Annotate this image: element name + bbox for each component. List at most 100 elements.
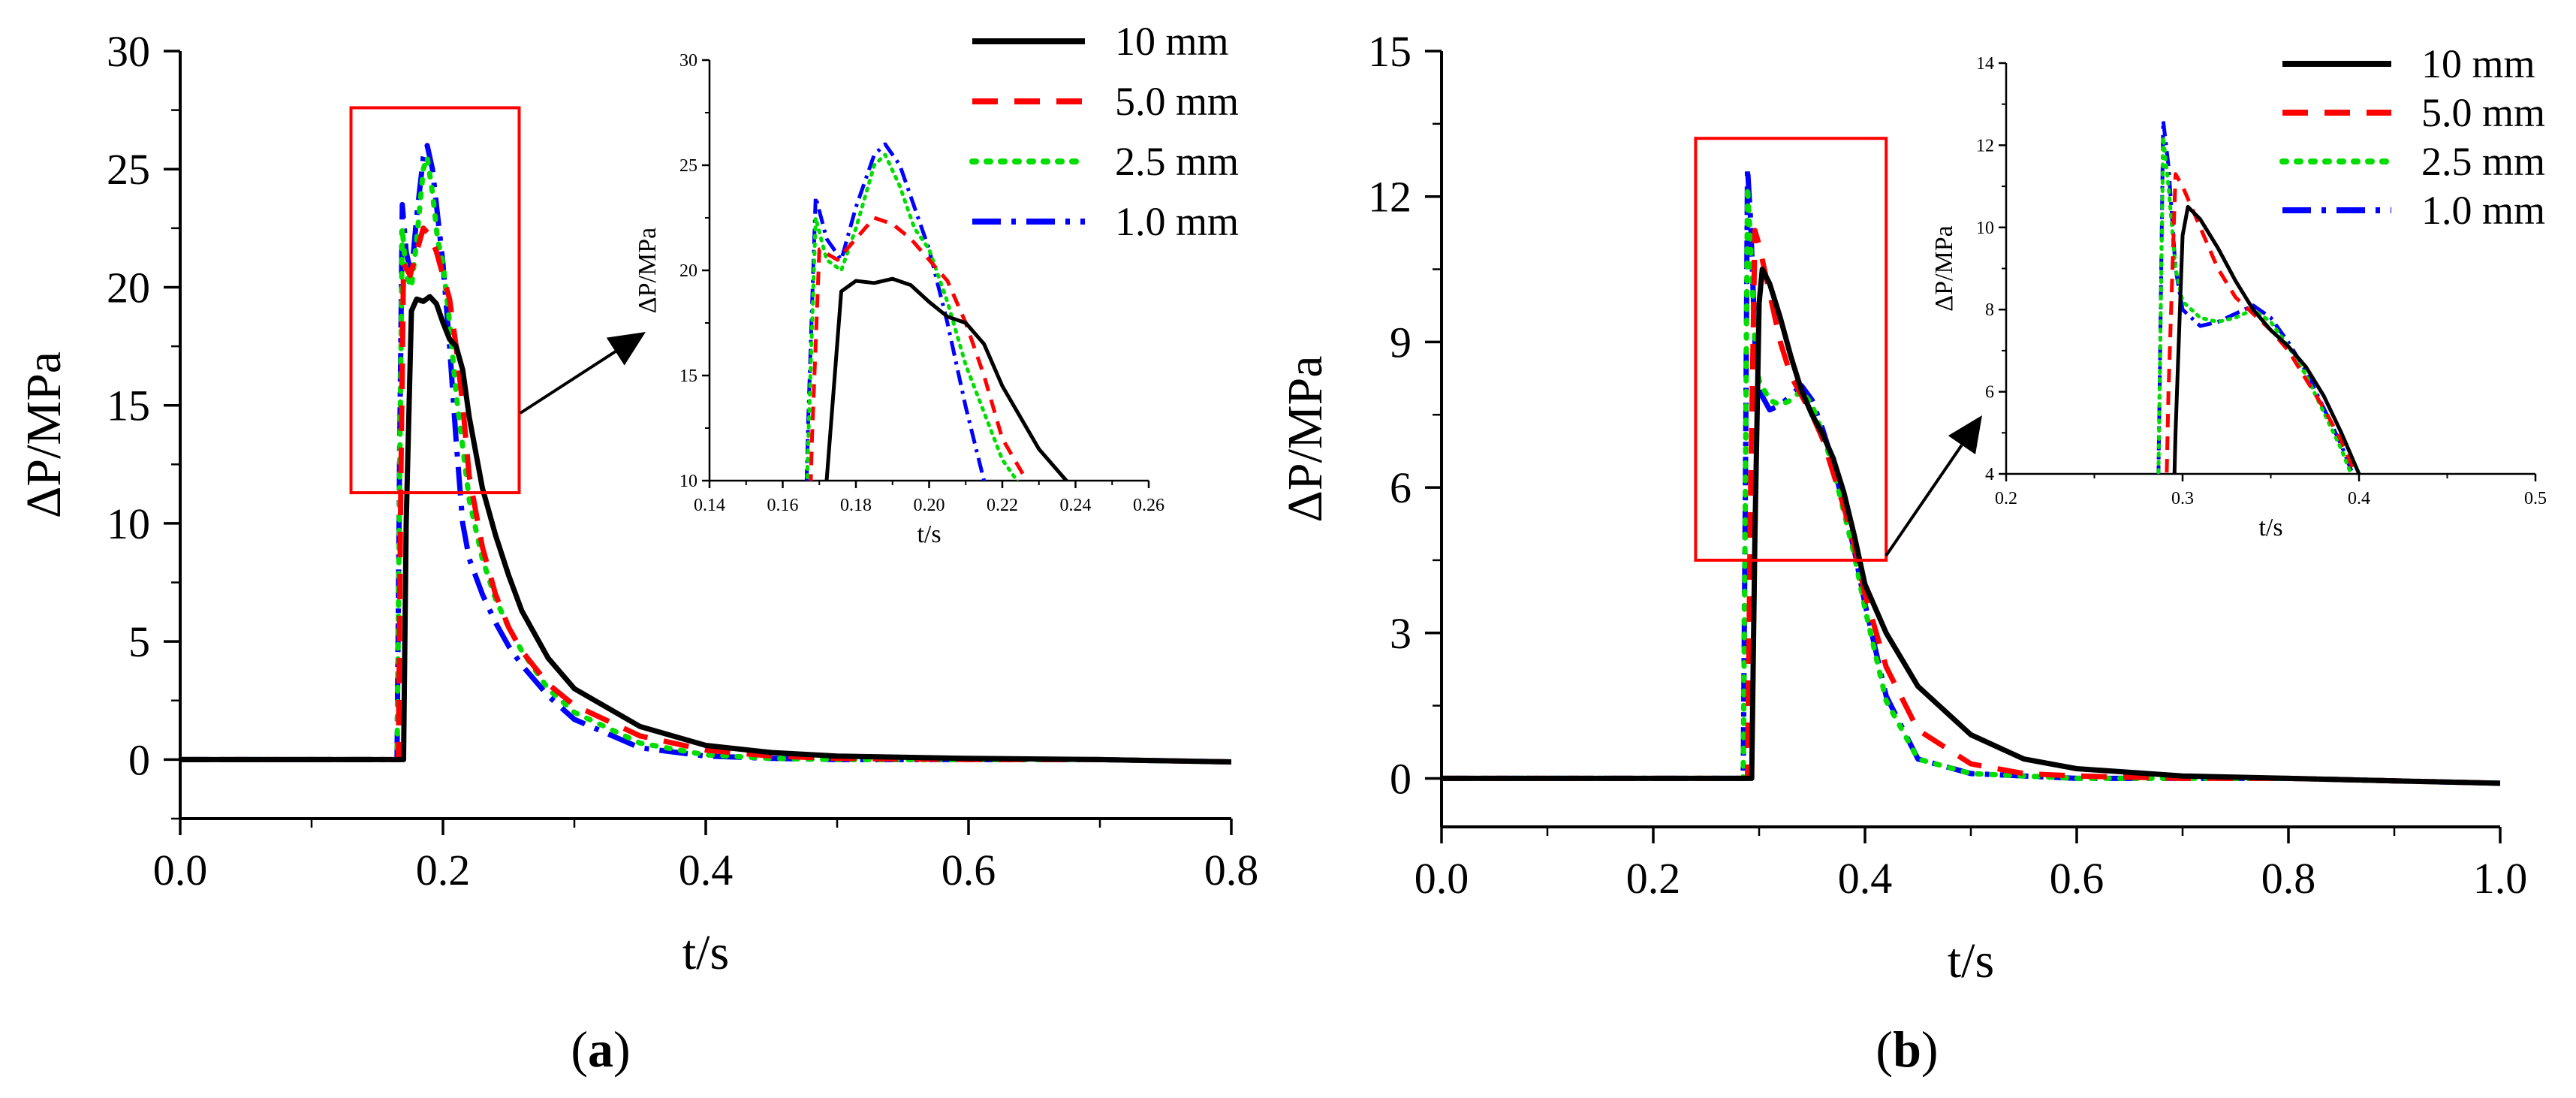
series-line-25mm: [180, 155, 1231, 765]
inset-series-line-50mm: [2165, 172, 2358, 474]
y-tick-label: 12: [1368, 173, 1412, 222]
y-tick-label: 15: [107, 382, 150, 430]
inset-series-line-10mm: [2156, 119, 2355, 474]
series-line-50mm: [1442, 228, 2500, 786]
y-tick-label: 3: [1390, 609, 1412, 658]
plot-area: [1442, 164, 2500, 786]
inset-y-tick-label: 4: [1985, 465, 1994, 484]
inset-series-line-10mm: [824, 276, 1069, 481]
inset-y-tick-label: 20: [679, 261, 697, 281]
inset-x-tick-label: 0.3: [2171, 489, 2194, 508]
series-line-10mm: [1442, 267, 2500, 786]
inset-y-tick-label: 10: [679, 472, 697, 491]
inset-y-tick-label: 10: [1976, 219, 1994, 238]
inset-chart: 0.2 0.3 0.4 0.5 4 6 8 10 12 14 t/s ΔP/MPa: [1930, 54, 2547, 541]
inset-y-tick-label: 12: [1976, 136, 1994, 155]
inset-y-axis-label: ΔP/MPa: [634, 228, 661, 313]
inset-plot-area: [2156, 119, 2362, 474]
panel-label-paren: ): [1921, 1021, 1939, 1078]
y-tick-label: 30: [107, 27, 150, 76]
legend-label: 2.5 mm: [1115, 139, 1239, 184]
series-line-25mm: [1442, 184, 2500, 786]
x-tick-label: 0.2: [416, 846, 471, 894]
legend: 10 mm5.0 mm2.5 mm1.0 mm: [2279, 41, 2545, 233]
legend-label: 5.0 mm: [2421, 90, 2545, 135]
y-axis-label: ΔP/MPa: [17, 351, 71, 518]
inset-x-tick-label: 0.26: [1133, 496, 1164, 515]
legend-label: 5.0 mm: [1115, 79, 1239, 124]
y-tick-label: 9: [1390, 318, 1412, 367]
x-tick-label: 0.0: [1415, 854, 1469, 903]
zoom-arrow-head: [606, 332, 646, 366]
plot-area: [180, 143, 1231, 765]
series-line-10mm: [1442, 164, 2500, 786]
zoom-arrow: [1885, 444, 1963, 557]
legend-label: 2.5 mm: [2421, 139, 2545, 184]
legend-label: 10 mm: [2421, 41, 2535, 86]
series-line-10mm: [180, 143, 1231, 765]
inset-y-tick-label: 8: [1985, 300, 1994, 320]
inset-series-line-10mm: [2172, 204, 2362, 474]
x-tick-label: 0.4: [679, 846, 734, 894]
inset-series-line-10mm: [804, 142, 987, 481]
panel-label-paren: (: [1876, 1021, 1893, 1078]
panel-label: (a): [571, 1021, 630, 1078]
x-tick-label: 0.6: [942, 846, 996, 894]
zoom-arrow-head: [1948, 415, 1982, 455]
inset-y-tick-label: 15: [679, 367, 697, 386]
inset-x-axis-label: t/s: [2258, 514, 2282, 541]
inset-x-tick-label: 0.22: [987, 496, 1018, 515]
inset-y-tick-label: 6: [1985, 383, 1994, 403]
panel-label-letter: a: [588, 1021, 613, 1078]
inset-plot-area: [804, 142, 1069, 481]
inset-y-tick-label: 25: [679, 156, 697, 176]
x-tick-label: 0.4: [1838, 854, 1893, 903]
inset-x-tick-label: 0.20: [914, 496, 945, 515]
x-axis-label: t/s: [1948, 934, 1994, 988]
x-tick-label: 0.8: [2261, 854, 2316, 903]
inset-x-tick-label: 0.24: [1060, 496, 1092, 515]
legend-label: 1.0 mm: [1115, 199, 1239, 244]
x-tick-label: 0.0: [153, 846, 208, 894]
y-tick-label: 15: [1368, 27, 1412, 76]
panel-label-paren: (: [571, 1021, 588, 1078]
inset-x-tick-label: 0.18: [840, 496, 872, 515]
inset-x-tick-label: 0.2: [1995, 489, 2017, 508]
legend-label: 1.0 mm: [2421, 188, 2545, 233]
inset-chart: 0.14 0.16 0.18 0.20 0.22 0.24 0.26 10 15 20 25 30 t/…: [634, 51, 1164, 548]
inset-series-line-50mm: [809, 216, 1029, 481]
y-tick-label: 6: [1390, 463, 1412, 512]
legend: 10 mm 5.0 mm 2.5 mm 1.0 mm: [969, 19, 1239, 244]
panel-label-paren: ): [613, 1021, 631, 1078]
inset-x-tick-label: 0.4: [2348, 489, 2370, 508]
inset-x-tick-label: 0.14: [694, 496, 725, 515]
y-tick-label: 0: [1390, 754, 1412, 803]
zoom-region-box: [349, 106, 521, 495]
zoom-region-box: [1694, 137, 1888, 562]
inset-x-tick-label: 0.5: [2524, 489, 2547, 508]
y-tick-label: 10: [107, 499, 150, 548]
zoom-arrow: [519, 350, 616, 415]
y-tick-label: 25: [107, 145, 150, 194]
legend-label: 10 mm: [1115, 19, 1229, 64]
inset-x-tick-label: 0.16: [767, 496, 799, 515]
x-tick-label: 1.0: [2473, 854, 2528, 903]
inset-y-tick-label: 14: [1976, 54, 1994, 74]
inset-x-axis-label: t/s: [917, 520, 941, 548]
x-tick-label: 0.6: [2050, 854, 2104, 903]
inset-y-tick-label: 30: [679, 51, 697, 71]
inset-y-axis-label: ΔP/MPa: [1930, 225, 1958, 311]
y-tick-label: 0: [128, 735, 150, 784]
y-tick-label: 20: [107, 263, 150, 312]
x-axis-label: t/s: [682, 925, 729, 980]
y-axis-label: ΔP/MPa: [1278, 355, 1333, 522]
series-line-50mm: [180, 225, 1231, 765]
panel-label: (b): [1876, 1021, 1938, 1078]
series-line-10mm: [180, 294, 1231, 765]
y-tick-label: 5: [128, 617, 150, 666]
panel-label-letter: b: [1893, 1021, 1921, 1078]
x-tick-label: 0.2: [1626, 854, 1681, 903]
